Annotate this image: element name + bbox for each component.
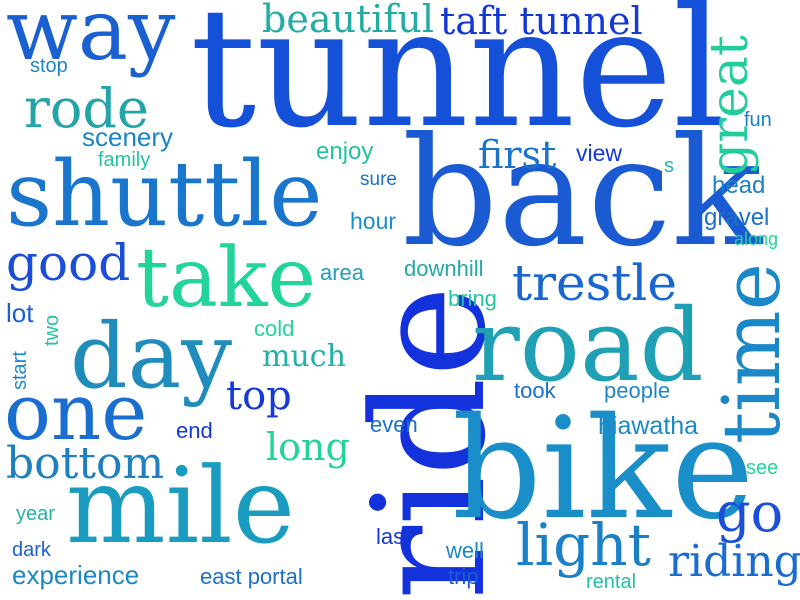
word-great: great bbox=[700, 35, 760, 176]
word-shuttle: shuttle bbox=[6, 142, 323, 247]
word-top: top bbox=[226, 373, 292, 419]
word-light: light bbox=[516, 511, 651, 579]
word-taft-tunnel: taft tunnel bbox=[440, 0, 643, 43]
word-rode: rode bbox=[24, 77, 149, 140]
word-even: even bbox=[370, 412, 418, 437]
word-sure: sure bbox=[360, 169, 397, 190]
word-experience: experience bbox=[12, 560, 140, 590]
word-mile: mile bbox=[66, 445, 295, 567]
word-s: s bbox=[664, 155, 674, 177]
word-family: family bbox=[98, 149, 151, 171]
word-area: area bbox=[320, 260, 365, 285]
word-day: day bbox=[70, 304, 233, 409]
word-trip: trip bbox=[448, 564, 479, 589]
word-along: along bbox=[734, 229, 779, 249]
word-east-portal: east portal bbox=[200, 564, 303, 589]
word-people: people bbox=[604, 378, 671, 403]
word-scenery: scenery bbox=[82, 122, 174, 152]
word-road: road bbox=[472, 287, 704, 404]
word-riding: riding bbox=[668, 536, 800, 587]
word-see: see bbox=[746, 457, 779, 479]
word-much: much bbox=[262, 339, 346, 374]
word-dark: dark bbox=[12, 539, 51, 561]
word-way: way bbox=[6, 0, 176, 79]
word-bottom: bottom bbox=[6, 438, 165, 489]
word-trestle: trestle bbox=[512, 254, 677, 312]
word-one: one bbox=[4, 368, 148, 458]
word-hiawatha: hiawatha bbox=[598, 412, 699, 440]
word-tunnel: tunnel bbox=[190, 0, 726, 164]
word-year: year bbox=[16, 503, 55, 525]
word-good: good bbox=[6, 234, 131, 292]
word-cold: cold bbox=[254, 316, 295, 341]
word-long: long bbox=[266, 425, 350, 469]
word-back: back bbox=[402, 106, 763, 280]
word-lot: lot bbox=[6, 298, 34, 328]
word-took: took bbox=[514, 378, 556, 403]
word-gravel: gravel bbox=[704, 204, 770, 231]
word-last: last bbox=[376, 524, 411, 549]
word-bike: bike bbox=[452, 388, 755, 551]
word-view: view bbox=[576, 140, 623, 166]
word-downhill: downhill bbox=[404, 256, 484, 281]
word-rental: rental bbox=[586, 571, 637, 593]
word-bring: bring bbox=[448, 286, 497, 311]
word-first: first bbox=[478, 133, 557, 177]
word-go: go bbox=[716, 481, 784, 544]
word-beautiful: beautiful bbox=[262, 0, 435, 41]
word-take: take bbox=[136, 231, 317, 326]
word-enjoy: enjoy bbox=[316, 138, 374, 165]
word-well: well bbox=[446, 538, 484, 563]
word-hour: hour bbox=[350, 208, 397, 234]
word-time: time bbox=[705, 263, 798, 444]
word-head: head bbox=[712, 172, 766, 199]
word-fun: fun bbox=[744, 109, 772, 131]
word-end: end bbox=[176, 418, 213, 443]
word-stop: stop bbox=[30, 55, 68, 77]
word-start: start bbox=[9, 351, 31, 390]
word-two: two bbox=[41, 314, 63, 346]
